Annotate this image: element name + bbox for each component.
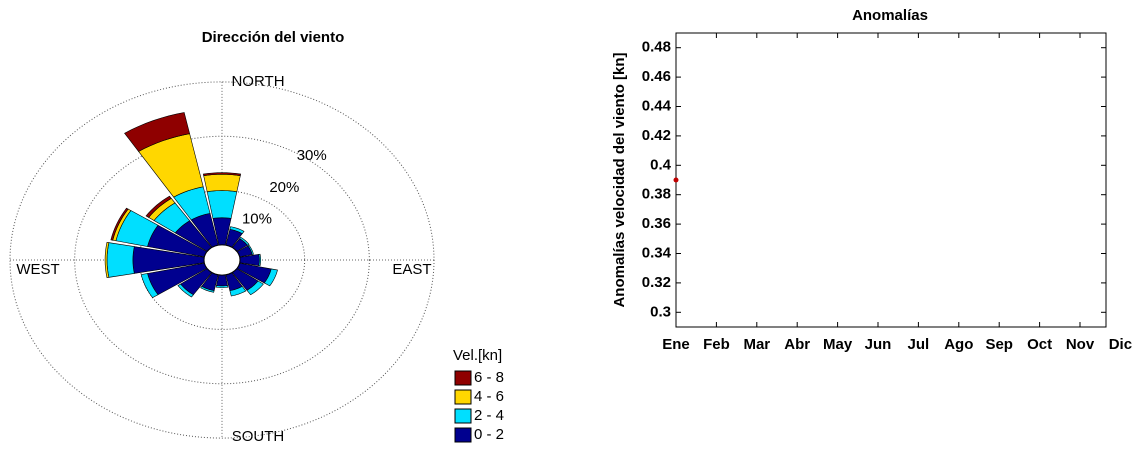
wedge bbox=[177, 283, 194, 298]
legend-swatch bbox=[454, 389, 472, 405]
x-tick-label: Jul bbox=[908, 336, 930, 353]
ring-label: 20% bbox=[269, 179, 299, 196]
wedge bbox=[202, 172, 242, 176]
x-tick-label: Oct bbox=[1027, 336, 1052, 353]
x-tick-label: Feb bbox=[703, 336, 730, 353]
wedge bbox=[206, 190, 238, 219]
wedge bbox=[239, 236, 250, 246]
wind-rose: Dirección del viento NORTH EAST SOUTH WE… bbox=[9, 29, 504, 445]
y-tick-label: 0.36 bbox=[642, 215, 671, 232]
x-tick-label: May bbox=[823, 336, 853, 353]
direction-label: EAST bbox=[392, 261, 431, 278]
y-tick-label: 0.4 bbox=[650, 156, 672, 173]
y-tick-label: 0.32 bbox=[642, 274, 671, 291]
x-tick-label: Sep bbox=[985, 336, 1013, 353]
x-tick-label: Ene bbox=[662, 336, 690, 353]
data-point bbox=[673, 177, 679, 183]
wedge bbox=[140, 273, 159, 299]
wedge bbox=[145, 195, 172, 218]
grid-ring bbox=[138, 190, 306, 330]
direction-label: WEST bbox=[16, 261, 59, 278]
legend-swatch bbox=[454, 370, 472, 386]
ring-label: 10% bbox=[242, 211, 272, 228]
y-tick-label: 0.48 bbox=[642, 39, 671, 56]
wedge bbox=[216, 274, 228, 287]
x-tick-label: Jun bbox=[865, 336, 892, 353]
legend-label: 2 - 4 bbox=[474, 407, 504, 424]
chart-title: Anomalías bbox=[852, 7, 928, 24]
y-tick-label: 0.46 bbox=[642, 68, 671, 85]
y-tick-label: 0.34 bbox=[642, 244, 672, 261]
wedge bbox=[110, 207, 129, 241]
anomaly-chart: Anomalías Anomalías velocidad del viento… bbox=[611, 7, 1132, 353]
y-axis-label: Anomalías velocidad del viento [kn] bbox=[611, 52, 628, 307]
direction-label: NORTH bbox=[231, 73, 284, 90]
legend-swatch bbox=[454, 408, 472, 424]
y-tick-label: 0.3 bbox=[650, 303, 671, 320]
grid-ring bbox=[74, 135, 370, 385]
legend-label: 6 - 8 bbox=[474, 369, 504, 386]
legend-label: 0 - 2 bbox=[474, 426, 504, 443]
y-tick-label: 0.42 bbox=[642, 127, 671, 144]
legend-swatch bbox=[454, 427, 472, 443]
ring-label: 30% bbox=[297, 147, 327, 164]
x-tick-label: Ago bbox=[944, 336, 973, 353]
wedge bbox=[215, 285, 229, 288]
x-tick-label: Abr bbox=[784, 336, 810, 353]
wedge bbox=[106, 242, 135, 278]
chart-title: Dirección del viento bbox=[202, 29, 345, 46]
center-hole bbox=[203, 244, 241, 276]
y-tick-label: 0.38 bbox=[642, 186, 671, 203]
legend-title: Vel.[kn] bbox=[453, 347, 502, 364]
wedge bbox=[229, 226, 245, 234]
x-tick-label: Dic bbox=[1109, 336, 1132, 353]
y-tick-label: 0.44 bbox=[642, 97, 672, 114]
grid-ring bbox=[9, 81, 435, 439]
wedge bbox=[104, 242, 110, 278]
wedge bbox=[229, 286, 247, 297]
wedge bbox=[200, 286, 215, 293]
x-tick-label: Mar bbox=[743, 336, 770, 353]
wedge bbox=[258, 253, 261, 267]
wedge bbox=[246, 280, 264, 296]
wedge bbox=[124, 112, 190, 152]
wedge bbox=[263, 268, 278, 287]
wedge bbox=[203, 173, 241, 193]
wedge bbox=[247, 244, 254, 255]
legend-label: 4 - 6 bbox=[474, 388, 504, 405]
x-tick-label: Nov bbox=[1066, 336, 1095, 353]
direction-label: SOUTH bbox=[232, 428, 285, 445]
plot-frame bbox=[675, 32, 1107, 328]
